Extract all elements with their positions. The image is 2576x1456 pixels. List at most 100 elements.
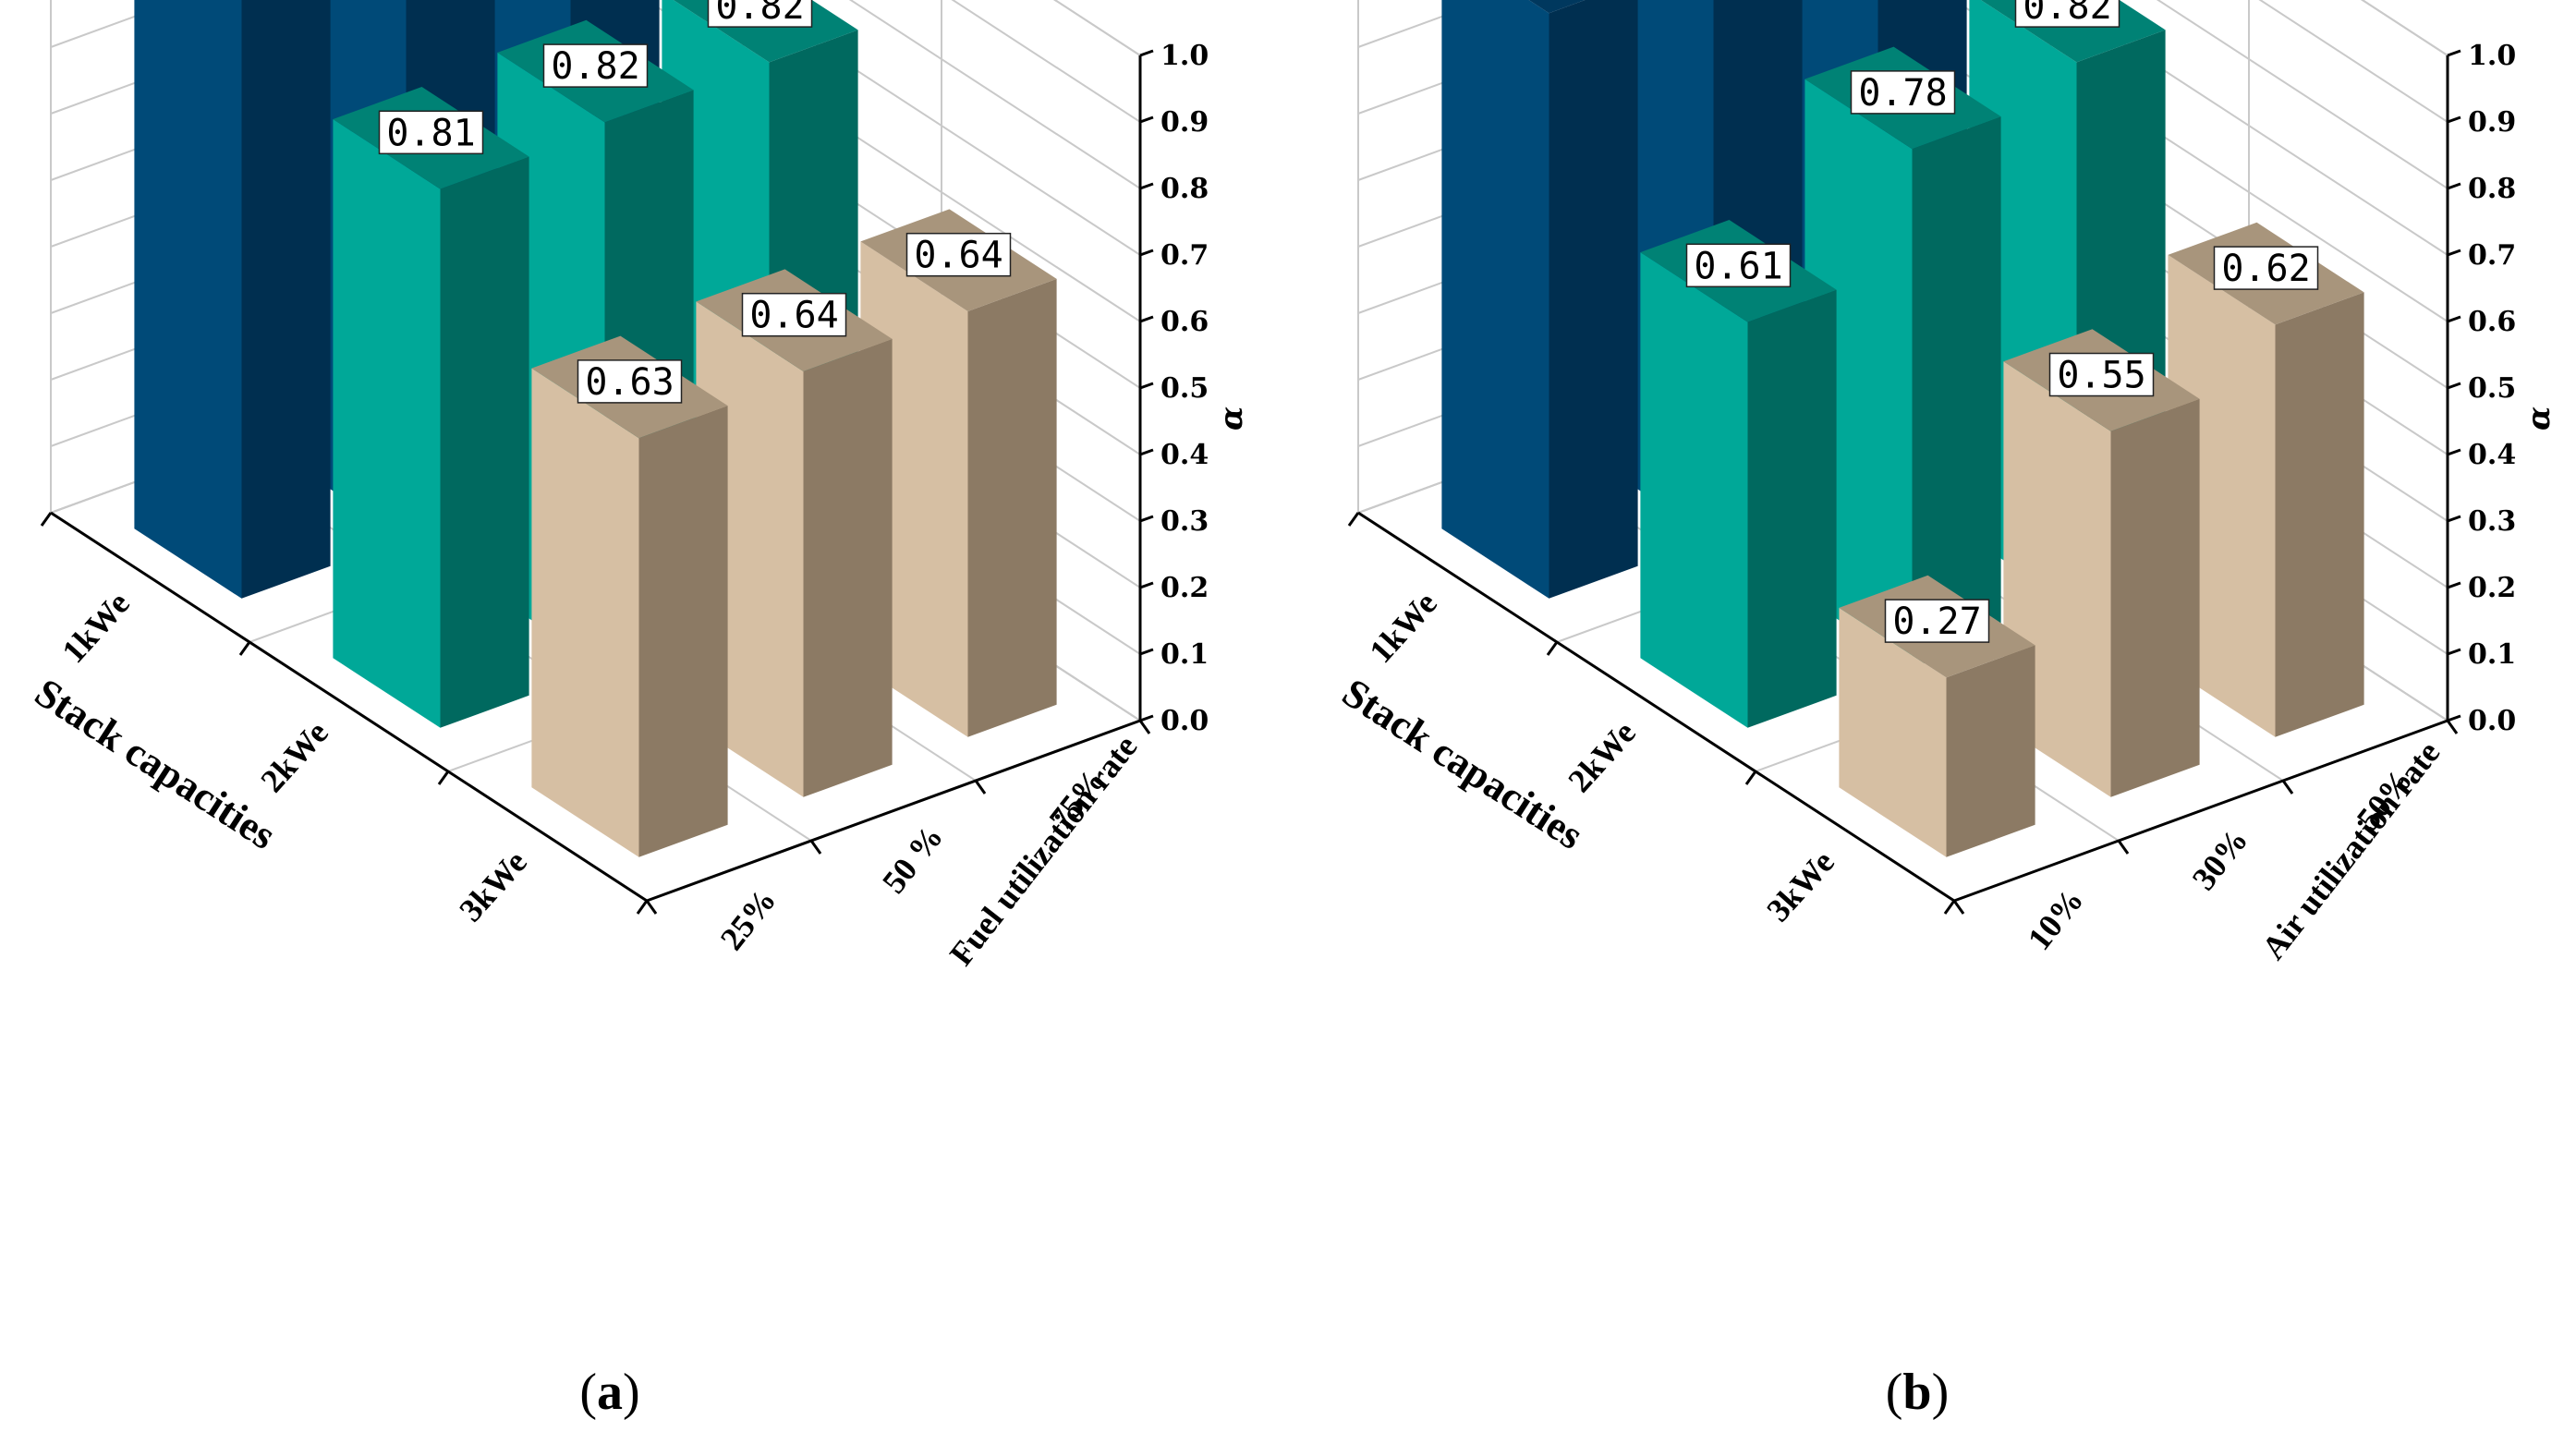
z-tick-label: 0.4: [2468, 439, 2516, 471]
chart-panel-b: 0.950.940.820.880.780.620.610.550.270.00…: [1334, 0, 2558, 1421]
x-tick: [238, 641, 251, 656]
bar-3kWe-25%: 0.63: [531, 335, 728, 857]
x-category-label: 3kWe: [452, 843, 534, 928]
y-tick: [974, 780, 987, 795]
bar-side-face: [241, 0, 331, 599]
y-category-label: 10%: [2021, 881, 2091, 956]
bar-front-face: [1640, 252, 1748, 728]
z-tick: [1139, 448, 1154, 456]
value-label-box: [2048, 352, 2155, 397]
z-tick-label: 0.2: [1160, 572, 1209, 604]
z-tick-label: 0.1: [1160, 638, 1209, 671]
z-tick: [2447, 249, 2461, 257]
z-axis-title: α: [2521, 406, 2558, 431]
value-label-box: [1685, 243, 1792, 288]
bar-front-face: [134, 0, 242, 599]
value-label: 0.78: [1858, 72, 1947, 115]
y-tick: [2281, 780, 2294, 795]
value-label-box: [577, 359, 683, 404]
bar-side-face: [2110, 398, 2200, 797]
value-label: 0.82: [2023, 0, 2111, 28]
x-tick: [437, 770, 450, 785]
y-axis-line: [646, 719, 1141, 903]
y-tick: [2446, 720, 2459, 734]
x-tick: [1744, 770, 1757, 785]
x-tick: [1943, 900, 1956, 915]
z-tick: [2447, 315, 2461, 323]
x-tick: [1347, 512, 1360, 527]
bar-side-face: [1549, 0, 1638, 599]
bar-side-face: [440, 156, 529, 728]
y-axis-title: Fuel utilization rate: [942, 728, 1145, 972]
z-tick-label: 0.8: [1160, 173, 1209, 205]
y-axis-title: Air utilization rate: [2254, 734, 2447, 966]
bar-1kWe-10%: 0.88: [1441, 0, 1638, 599]
z-tick: [1139, 182, 1154, 190]
x-category-label: 1kWe: [1362, 585, 1444, 670]
value-label-box: [542, 43, 649, 88]
z-tick-label: 0.9: [1160, 106, 1209, 139]
x-category-label: 2kWe: [1561, 714, 1643, 799]
bar-side-face: [967, 278, 1057, 737]
z-tick: [2447, 448, 2461, 456]
y-tick: [1952, 900, 1965, 915]
z-tick: [2447, 49, 2461, 57]
z-tick-label: 1.0: [2468, 40, 2516, 72]
bar-front-face: [1839, 607, 1947, 857]
z-tick: [1139, 315, 1154, 323]
panel-label: (b): [1886, 1364, 1949, 1421]
y-category-label: 25%: [713, 881, 784, 956]
z-tick-label: 0.1: [2468, 638, 2516, 671]
y-tick: [809, 840, 822, 855]
z-tick: [2447, 648, 2461, 656]
bar-front-face: [531, 368, 639, 857]
y-tick: [1138, 720, 1151, 734]
bar-side-face: [1946, 645, 2035, 857]
z-tick-label: 1.0: [1160, 40, 1209, 72]
value-label-box: [905, 232, 1012, 277]
y-tick: [2117, 840, 2130, 855]
z-tick-label: 0.7: [1160, 239, 1209, 272]
z-tick-label: 0.7: [2468, 239, 2516, 272]
z-tick-label: 0.5: [1160, 372, 1209, 405]
chart-panel-a: 0.950.950.820.950.820.640.810.640.630.00…: [27, 0, 1250, 1421]
x-axis-line: [1357, 511, 1955, 903]
z-tick-label: 0.6: [1160, 306, 1209, 338]
x-category-label: 3kWe: [1759, 843, 1841, 928]
value-label: 0.64: [914, 235, 1002, 277]
z-tick-label: 0.2: [2468, 572, 2516, 604]
x-category-label: 1kWe: [55, 585, 137, 670]
bar-2kWe-10%: 0.61: [1640, 220, 1837, 728]
bar-side-face: [803, 338, 893, 797]
z-tick: [2447, 581, 2461, 589]
x-tick: [40, 512, 53, 527]
y-axis-line: [1953, 719, 2448, 903]
bar-1kWe-25%: 0.95: [134, 0, 331, 599]
value-label: 0.82: [551, 45, 639, 88]
z-tick: [1139, 581, 1154, 589]
z-tick: [1139, 382, 1154, 390]
x-category-label: 2kWe: [253, 714, 335, 799]
value-label-box: [707, 0, 813, 28]
value-label: 0.81: [386, 112, 475, 154]
z-tick-label: 0.9: [2468, 106, 2516, 139]
y-category-label: 50 %: [875, 819, 950, 900]
panel-label: (a): [579, 1364, 639, 1421]
bar-3kWe-10%: 0.27: [1839, 575, 2035, 857]
x-axis-title: Stack capacities: [1334, 670, 1591, 858]
z-tick: [1139, 115, 1154, 124]
z-tick-label: 0.3: [2468, 505, 2516, 538]
value-label: 0.27: [1892, 601, 1981, 643]
value-label: 0.63: [585, 361, 674, 404]
z-tick-label: 0.3: [1160, 505, 1209, 538]
bar-side-face: [2275, 292, 2364, 737]
z-tick: [1139, 515, 1154, 523]
x-axis-line: [50, 511, 648, 903]
value-label-box: [378, 110, 484, 155]
x-tick: [1546, 641, 1559, 656]
y-category-label: 30%: [2185, 821, 2255, 896]
value-label: 0.61: [1694, 245, 1782, 287]
z-tick-label: 0.6: [2468, 306, 2516, 338]
x-axis-title: Stack capacities: [27, 670, 284, 858]
